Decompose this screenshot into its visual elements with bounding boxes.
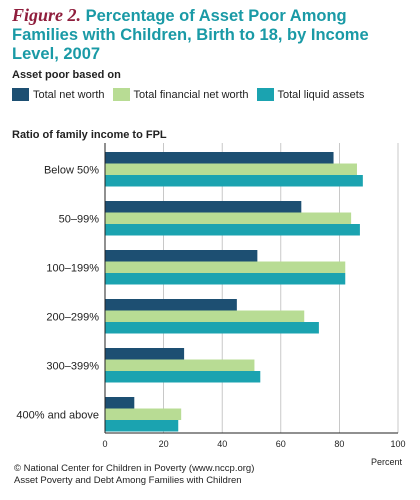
x-tick-label: 0 — [102, 439, 107, 449]
x-tick-label: 20 — [159, 439, 169, 449]
bar-total-financial-net-worth — [105, 261, 346, 273]
bar-total-liquid-assets — [105, 273, 346, 285]
legend: Total net worth Total financial net worth… — [12, 88, 372, 101]
legend-swatch — [112, 88, 130, 101]
footer: © National Center for Children in Povert… — [14, 463, 254, 486]
bar-total-net-worth — [105, 299, 237, 311]
category-label: 100–199% — [46, 262, 99, 274]
bar-total-net-worth — [105, 152, 334, 164]
bar-total-financial-net-worth — [105, 310, 305, 322]
legend-label: Total liquid assets — [277, 88, 365, 101]
x-tick-label: 40 — [217, 439, 227, 449]
x-tick-label: 80 — [334, 439, 344, 449]
y-axis-title: Ratio of family income to FPL — [12, 129, 167, 141]
category-label: 50–99% — [59, 213, 100, 225]
footer-line-1: © National Center for Children in Povert… — [14, 463, 255, 474]
legend-label: Total net worth — [33, 88, 105, 101]
legend-swatch — [12, 88, 29, 101]
category-label: Below 50% — [44, 164, 99, 176]
chart-title-text: Percentage of Asset Poor Among Families … — [12, 7, 369, 63]
legend-item-total-net-worth: Total net worth — [12, 88, 105, 101]
x-axis-title: Percent — [371, 457, 403, 467]
bar-chart: Below 50% 50–99% 100–199% 200–299% 300–399% 4… — [16, 143, 406, 467]
legend-swatch — [256, 88, 274, 101]
bar-total-net-worth — [105, 348, 185, 360]
bar-total-financial-net-worth — [105, 359, 255, 371]
bar-total-liquid-assets — [105, 224, 360, 236]
x-tick-label: 60 — [276, 439, 286, 449]
legend-label: Total financial net worth — [133, 88, 249, 101]
footer-line-2: Asset Poverty and Debt Among Families wi… — [14, 474, 242, 486]
bar-total-financial-net-worth — [105, 212, 352, 224]
bar-total-liquid-assets — [105, 371, 261, 383]
legend-item-total-financial-net-worth: Total financial net worth — [112, 88, 249, 101]
bar-total-financial-net-worth — [105, 163, 357, 175]
category-label: 400% and above — [16, 409, 99, 421]
bar-total-liquid-assets — [105, 420, 179, 432]
bar-total-financial-net-worth — [105, 408, 182, 420]
category-label: 300–399% — [46, 360, 99, 372]
x-tick-label: 100 — [390, 439, 405, 449]
category-label: 200–299% — [46, 311, 99, 323]
bar-total-liquid-assets — [105, 322, 319, 334]
bar-total-liquid-assets — [105, 175, 363, 187]
bar-total-net-worth — [105, 397, 135, 409]
figure-label: Figure 2. — [12, 5, 82, 25]
bar-total-net-worth — [105, 201, 302, 213]
legend-heading: Asset poor based on — [12, 69, 121, 81]
chart-title: Figure 2. Percentage of Asset Poor Among… — [12, 6, 412, 64]
bar-total-net-worth — [105, 250, 258, 262]
legend-item-total-liquid-assets: Total liquid assets — [256, 88, 365, 101]
